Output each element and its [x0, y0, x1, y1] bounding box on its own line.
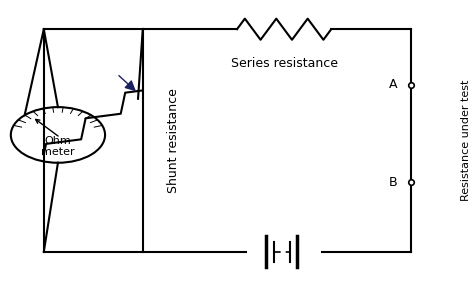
Text: Shunt resistance: Shunt resistance	[167, 88, 180, 193]
Text: B: B	[389, 176, 397, 189]
Text: Resistance under test: Resistance under test	[461, 80, 471, 201]
Text: meter: meter	[41, 148, 75, 157]
Text: Series resistance: Series resistance	[231, 57, 337, 70]
Text: Ohm: Ohm	[45, 136, 71, 146]
Text: A: A	[389, 78, 397, 91]
